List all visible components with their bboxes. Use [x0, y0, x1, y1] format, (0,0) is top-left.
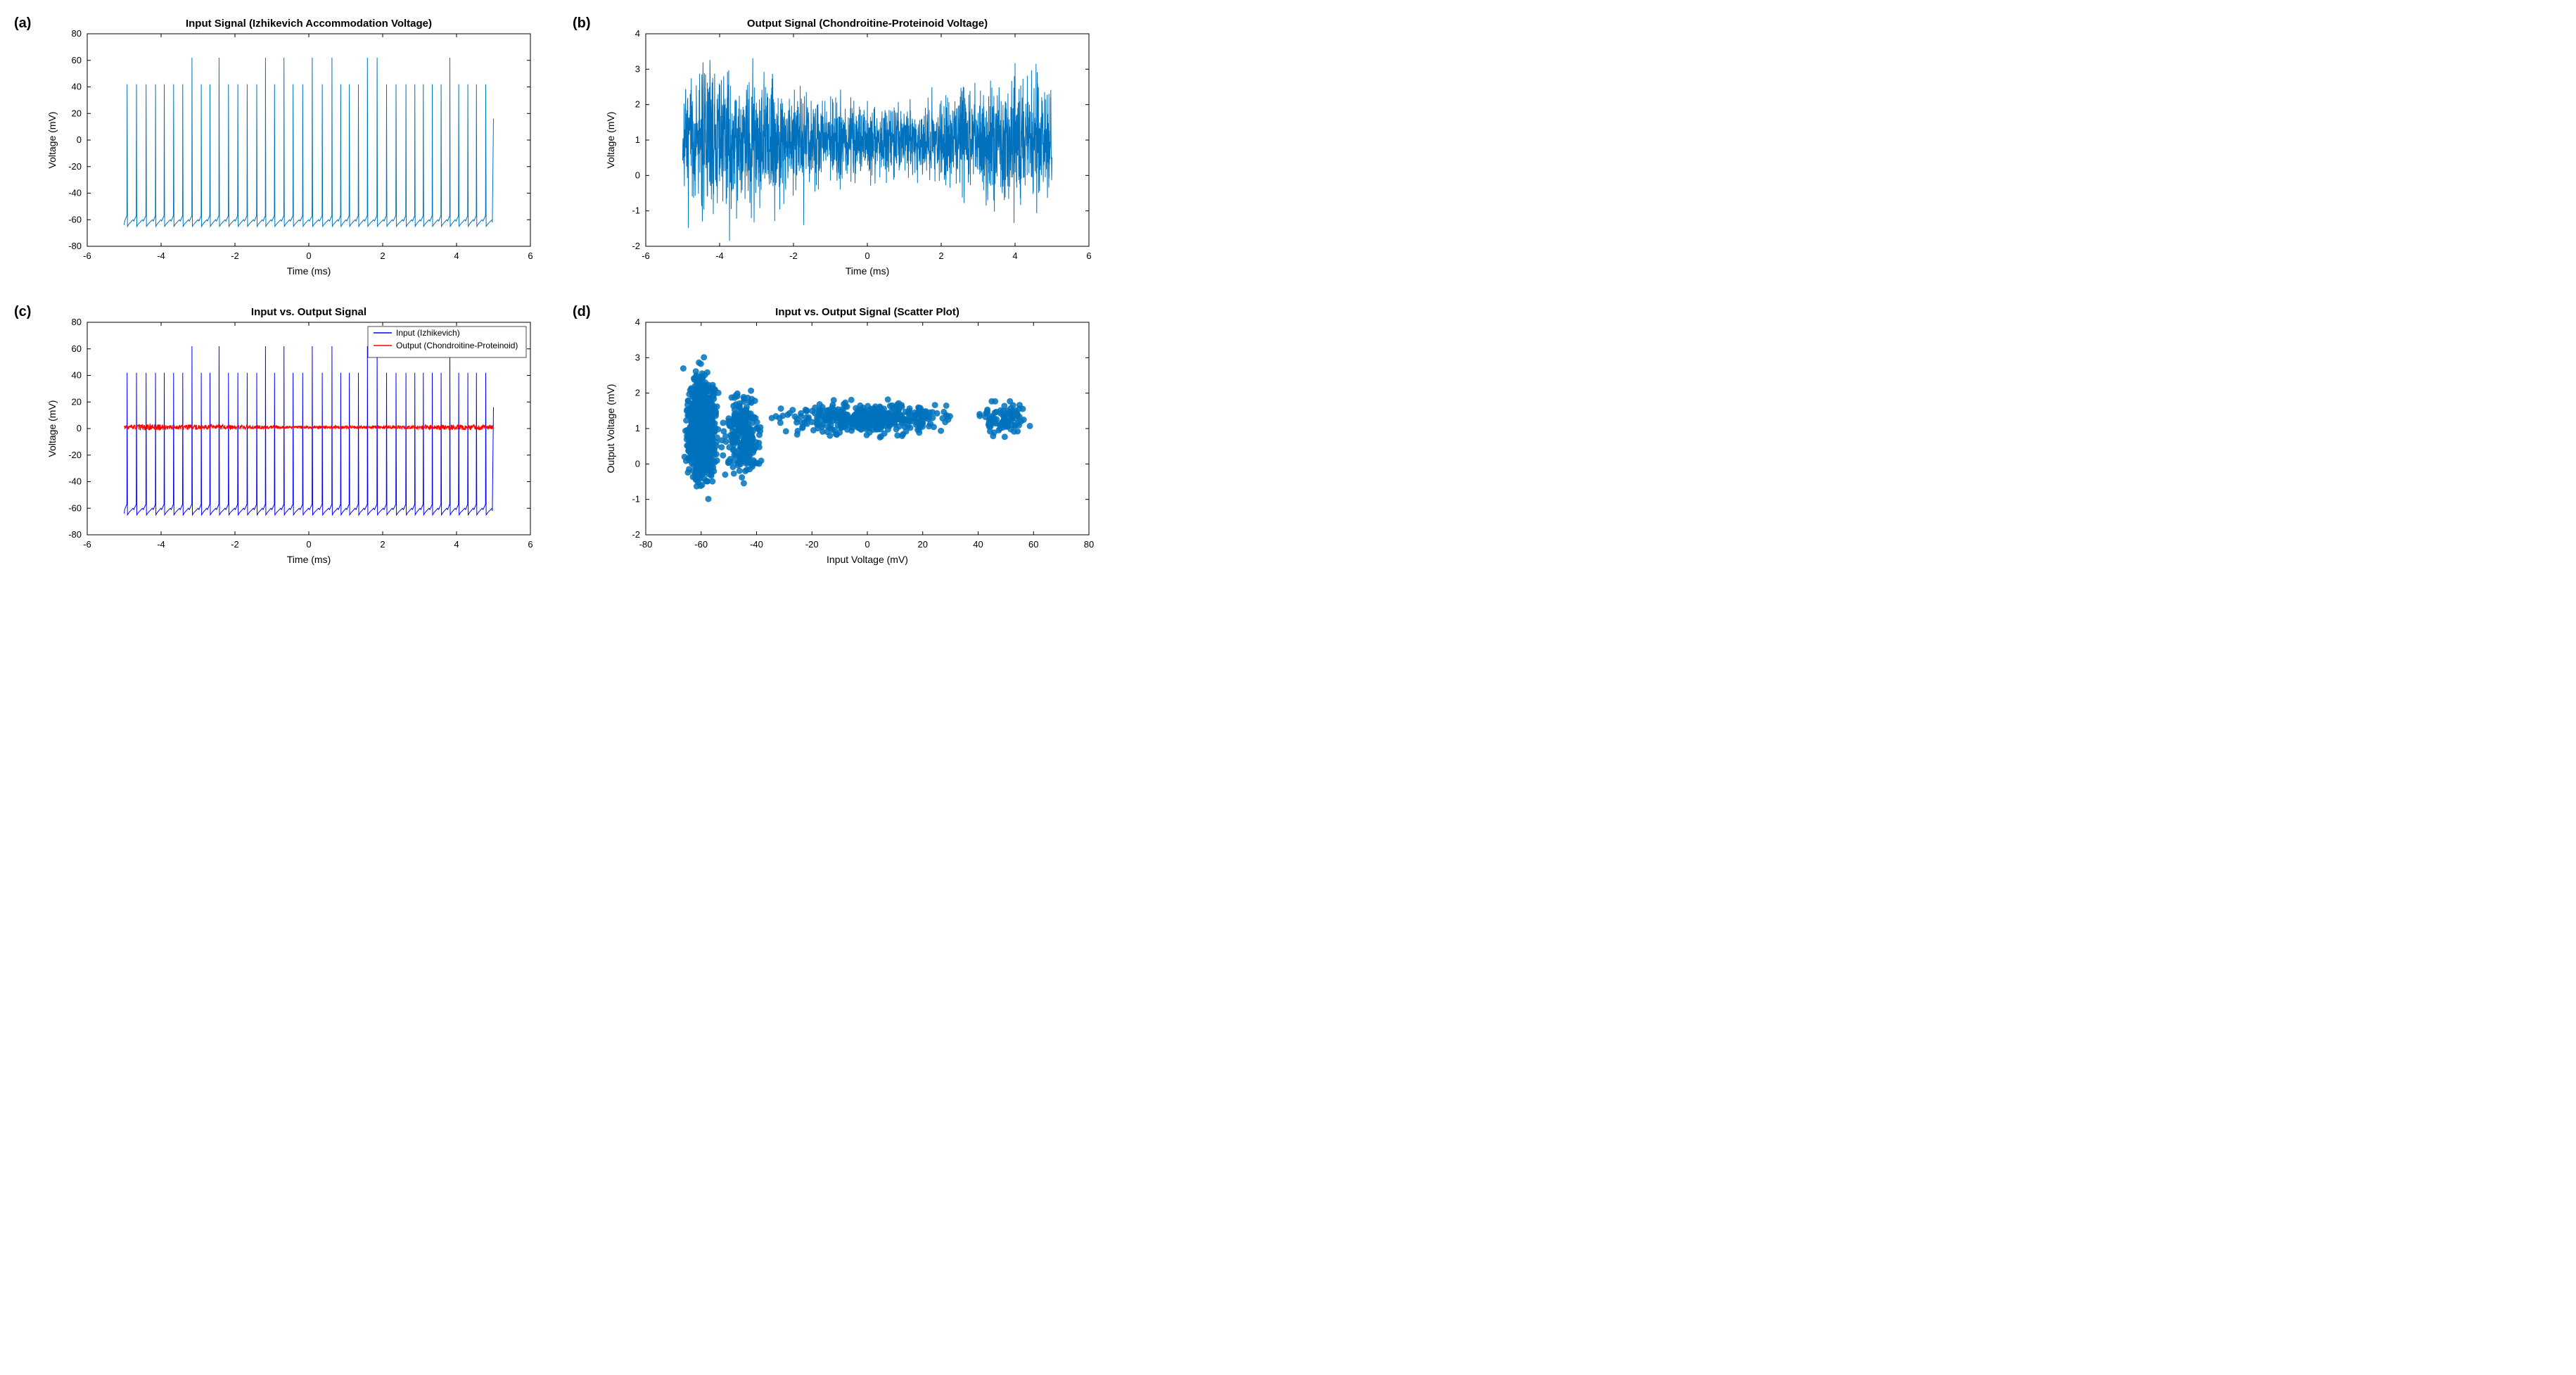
svg-text:-1: -1	[632, 205, 640, 216]
svg-text:2: 2	[938, 251, 943, 261]
figure-grid: (a) -6-4-20246-80-60-40-20020406080Input…	[14, 14, 1069, 563]
svg-text:Input (Izhikevich): Input (Izhikevich)	[396, 328, 460, 338]
svg-text:Input Signal (Izhikevich Accom: Input Signal (Izhikevich Accommodation V…	[186, 18, 432, 30]
svg-text:-1: -1	[632, 494, 640, 505]
svg-text:60: 60	[1028, 539, 1038, 550]
svg-text:4: 4	[635, 317, 640, 327]
svg-text:60: 60	[72, 343, 82, 354]
svg-text:-60: -60	[68, 502, 82, 513]
svg-text:-20: -20	[805, 539, 819, 550]
svg-text:2: 2	[635, 99, 640, 110]
svg-text:0: 0	[865, 539, 869, 550]
svg-text:Time (ms): Time (ms)	[287, 265, 331, 277]
svg-text:-4: -4	[157, 251, 165, 261]
svg-text:4: 4	[454, 539, 459, 550]
svg-text:Output Voltage (mV): Output Voltage (mV)	[605, 384, 616, 474]
panel-c: (c) -6-4-20246-80-60-40-20020406080Input…	[14, 303, 544, 570]
svg-text:Output (Chondroitine-Proteinoi: Output (Chondroitine-Proteinoid)	[396, 341, 518, 350]
svg-text:0: 0	[306, 539, 311, 550]
svg-text:80: 80	[72, 317, 82, 327]
chart-a: -6-4-20246-80-60-40-20020406080Input Sig…	[38, 14, 544, 281]
svg-text:6: 6	[528, 251, 533, 261]
svg-text:40: 40	[72, 82, 82, 92]
svg-text:2: 2	[635, 388, 640, 398]
svg-text:-2: -2	[231, 251, 239, 261]
svg-text:-40: -40	[68, 188, 82, 198]
svg-text:4: 4	[454, 251, 459, 261]
svg-text:Time (ms): Time (ms)	[287, 554, 331, 565]
chart-c: -6-4-20246-80-60-40-20020406080Input vs.…	[38, 303, 544, 570]
svg-text:-60: -60	[694, 539, 708, 550]
svg-text:Output Signal (Chondroitine-Pr: Output Signal (Chondroitine-Proteinoid V…	[747, 18, 988, 30]
svg-text:1: 1	[635, 423, 640, 433]
svg-text:3: 3	[635, 352, 640, 362]
svg-text:-6: -6	[83, 251, 91, 261]
svg-text:-80: -80	[68, 529, 82, 540]
svg-text:20: 20	[72, 108, 82, 118]
chart-b: -6 -4 -2 0 2 4 6 -2 -1 0 1 2 3 4 Output Signal (Chondr…	[597, 14, 1103, 281]
panel-d: (d) -80 -60 -40 -20 0 20 40 60 80 -2 -1 0 1 2 3 4 Input …	[573, 303, 1103, 570]
svg-text:40: 40	[973, 539, 983, 550]
panel-b-label: (b)	[573, 14, 597, 281]
svg-text:1: 1	[635, 134, 640, 145]
svg-text:2: 2	[380, 539, 385, 550]
svg-text:-80: -80	[68, 241, 82, 251]
svg-text:6: 6	[1086, 251, 1091, 261]
svg-text:3: 3	[635, 63, 640, 74]
svg-text:-20: -20	[68, 450, 82, 460]
svg-text:0: 0	[635, 458, 640, 469]
svg-text:60: 60	[72, 55, 82, 65]
svg-text:80: 80	[72, 28, 82, 39]
svg-text:Input Voltage (mV): Input Voltage (mV)	[827, 554, 908, 565]
svg-text:-60: -60	[68, 214, 82, 224]
svg-text:-2: -2	[632, 529, 640, 540]
svg-text:6: 6	[528, 539, 533, 550]
svg-text:-4: -4	[715, 251, 724, 261]
svg-text:Input vs. Output Signal (Scatt: Input vs. Output Signal (Scatter Plot)	[775, 306, 959, 318]
svg-text:-4: -4	[157, 539, 165, 550]
svg-text:0: 0	[865, 251, 869, 261]
panel-c-label: (c)	[14, 303, 38, 570]
svg-text:0: 0	[77, 134, 82, 145]
panel-b: (b) -6 -4 -2 0 2 4 6 -2 -1 0 1 2 3 4 Output Signal (Ch…	[573, 14, 1103, 281]
svg-text:Voltage (mV): Voltage (mV)	[605, 112, 616, 169]
panel-a-label: (a)	[14, 14, 38, 281]
svg-text:Input vs. Output Signal: Input vs. Output Signal	[251, 306, 366, 318]
svg-text:2: 2	[380, 251, 385, 261]
svg-text:-20: -20	[68, 161, 82, 172]
svg-text:4: 4	[1012, 251, 1017, 261]
svg-text:Time (ms): Time (ms)	[846, 265, 889, 277]
svg-text:-2: -2	[231, 539, 239, 550]
svg-text:-2: -2	[789, 251, 798, 261]
svg-text:0: 0	[635, 170, 640, 180]
panel-d-label: (d)	[573, 303, 597, 570]
svg-text:-40: -40	[750, 539, 763, 550]
svg-text:20: 20	[72, 396, 82, 407]
svg-text:-6: -6	[83, 539, 91, 550]
svg-text:80: 80	[1084, 539, 1094, 550]
svg-text:-2: -2	[632, 241, 640, 251]
svg-text:-40: -40	[68, 476, 82, 487]
svg-text:40: 40	[72, 370, 82, 381]
chart-d: -80 -60 -40 -20 0 20 40 60 80 -2 -1 0 1 2 3 4 Input vs. …	[597, 303, 1103, 570]
svg-text:0: 0	[77, 423, 82, 433]
svg-text:4: 4	[635, 28, 640, 39]
panel-a: (a) -6-4-20246-80-60-40-20020406080Input…	[14, 14, 544, 281]
svg-text:Voltage (mV): Voltage (mV)	[46, 112, 58, 169]
svg-text:20: 20	[918, 539, 928, 550]
svg-text:Voltage (mV): Voltage (mV)	[46, 400, 58, 457]
svg-text:-80: -80	[639, 539, 653, 550]
svg-text:-6: -6	[642, 251, 650, 261]
svg-text:0: 0	[306, 251, 311, 261]
